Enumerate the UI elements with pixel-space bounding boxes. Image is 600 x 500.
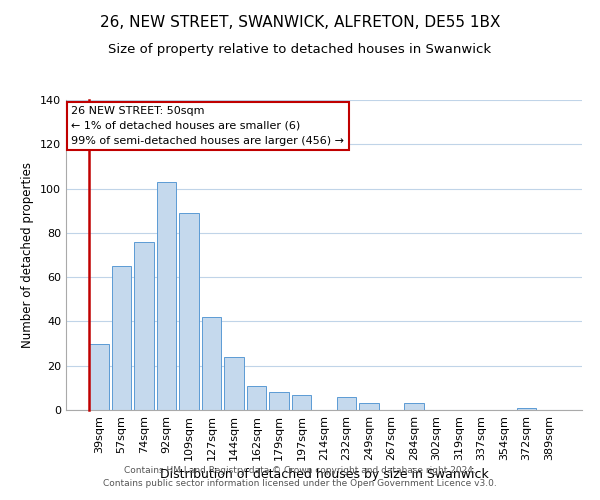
Bar: [292, 394, 311, 410]
Bar: [89, 344, 109, 410]
Bar: [157, 182, 176, 410]
Bar: [337, 396, 356, 410]
Bar: [517, 408, 536, 410]
Text: 26 NEW STREET: 50sqm
← 1% of detached houses are smaller (6)
99% of semi-detache: 26 NEW STREET: 50sqm ← 1% of detached ho…: [71, 106, 344, 146]
Bar: [269, 392, 289, 410]
Bar: [202, 317, 221, 410]
Bar: [112, 266, 131, 410]
Text: 26, NEW STREET, SWANWICK, ALFRETON, DE55 1BX: 26, NEW STREET, SWANWICK, ALFRETON, DE55…: [100, 15, 500, 30]
Bar: [404, 404, 424, 410]
Bar: [134, 242, 154, 410]
X-axis label: Distribution of detached houses by size in Swanwick: Distribution of detached houses by size …: [160, 468, 488, 481]
Text: Size of property relative to detached houses in Swanwick: Size of property relative to detached ho…: [109, 42, 491, 56]
Y-axis label: Number of detached properties: Number of detached properties: [22, 162, 34, 348]
Bar: [179, 213, 199, 410]
Bar: [224, 357, 244, 410]
Bar: [247, 386, 266, 410]
Text: Contains HM Land Registry data © Crown copyright and database right 2024.
Contai: Contains HM Land Registry data © Crown c…: [103, 466, 497, 487]
Bar: [359, 404, 379, 410]
